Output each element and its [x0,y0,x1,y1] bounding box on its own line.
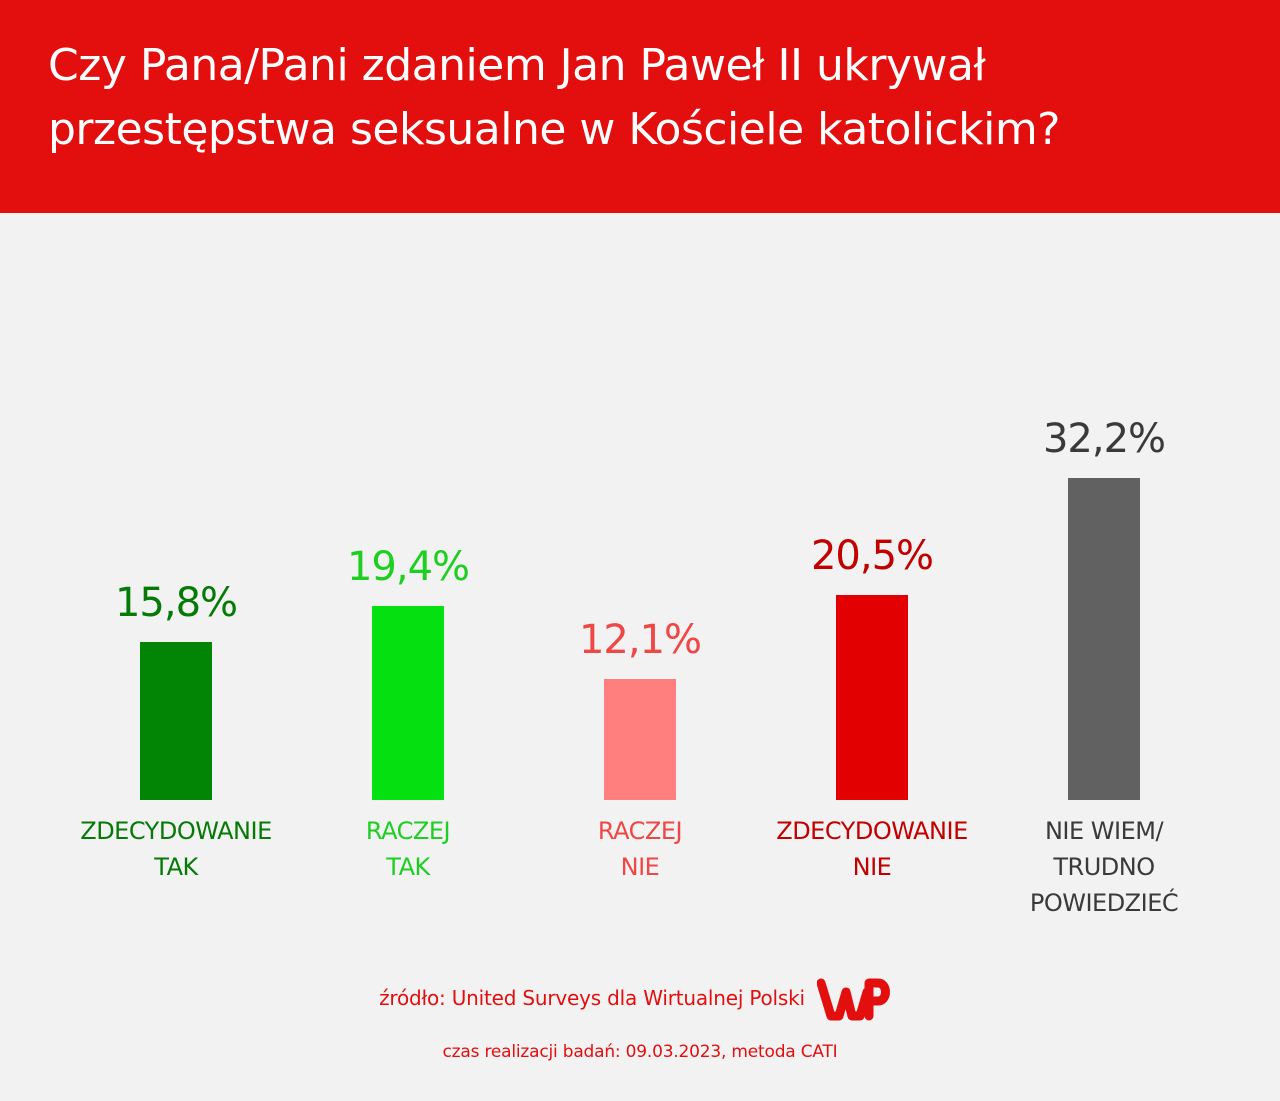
category-label-5-line-2: TRUDNO [1052,853,1154,881]
chart-title: Czy Pana/Pani zdaniem Jan Paweł II ukryw… [48,40,1061,155]
category-label-5-line-3: POWIEDZIEĆ [1030,887,1178,917]
category-label-1-line-2: TAK [153,853,199,881]
bar-chart: 15,8% ZDECYDOWANIE TAK 19,4% RACZEJ TAK 12,1% R… [80,416,1178,917]
source-row: źródło: United Surveys dla Wirtualnej Po… [0,972,1280,1024]
value-label-2: 19,4% [347,544,469,590]
category-label-4-line-1: ZDECYDOWANIE [776,817,967,845]
value-label-5: 32,2% [1043,416,1165,462]
value-label-3: 12,1% [579,617,701,663]
value-label-1: 15,8% [115,580,237,626]
bar-5 [1068,478,1140,800]
category-label-4-line-2: NIE [853,853,892,881]
bar-2 [372,606,444,800]
bar-1 [140,642,212,800]
wp-logo-icon [816,978,890,1021]
survey-date-method: czas realizacji badań: 09.03.2023, metod… [442,1042,838,1062]
bar-3 [604,679,676,800]
category-label-2-line-2: TAK [385,853,431,881]
category-label-3-line-2: NIE [621,853,660,881]
category-label-1-line-1: ZDECYDOWANIE [80,817,271,845]
category-label-5-line-1: NIE WIEM/ [1045,817,1165,845]
source-text: źródło: United Surveys dla Wirtualnej Po… [379,986,805,1010]
bar-4 [836,595,908,800]
category-label-3-line-1: RACZEJ [598,817,682,845]
header-banner: Czy Pana/Pani zdaniem Jan Paweł II ukryw… [0,0,1280,213]
category-label-2-line-1: RACZEJ [366,817,450,845]
value-label-4: 20,5% [811,533,933,579]
